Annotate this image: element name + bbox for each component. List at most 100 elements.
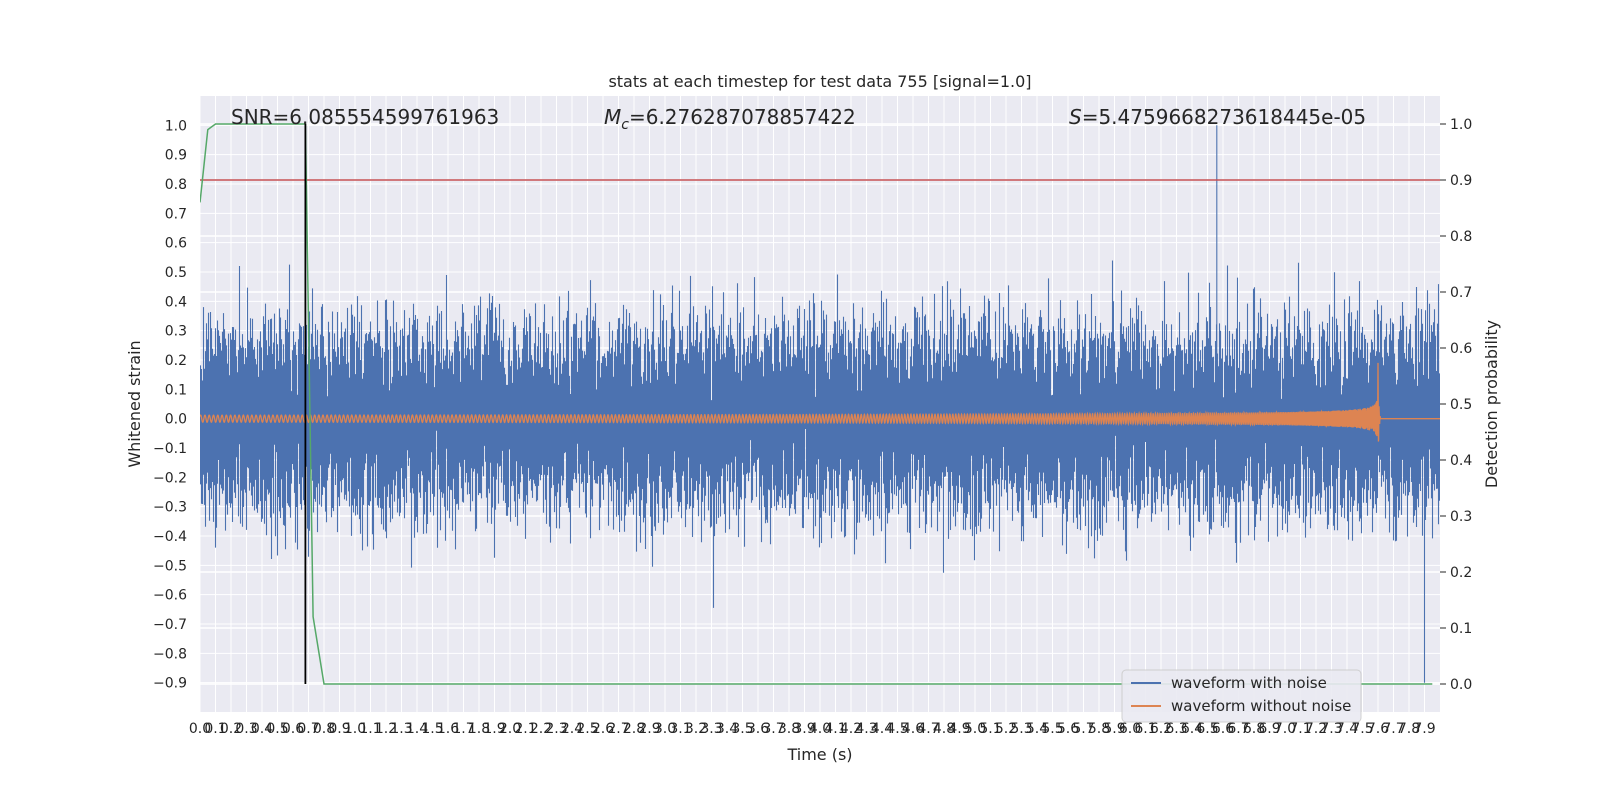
y2-axis-ticks: 1.0 0.9 0.8 0.7 0.6 0.5 0.4 0.3 0.2 0.1 0.0 [1440,117,1472,693]
x-tick-label: 0.9 [328,721,350,737]
x-tick-label: 6.7 [1227,721,1249,737]
x-tick-label: 2.4 [561,721,583,737]
y-tick-label: 1.0 [165,118,187,134]
mc-annotation: Mc=6.276287078857422 [604,105,856,133]
x-tick-label: 3.9 [793,721,815,737]
x-tick-label: 6.3 [1165,721,1187,737]
y-tick-label: −0.1 [153,441,187,457]
x-tick-label: 7.5 [1351,721,1373,737]
x-tick-label: 1.3 [390,721,412,737]
x-tick-label: 0.1 [204,721,226,737]
x-tick-label: 7.3 [1320,721,1342,737]
x-tick-label: 2.1 [514,721,536,737]
x-tick-label: 4.1 [824,721,846,737]
x-tick-label: 7.7 [1382,721,1404,737]
mc-subscript: c [621,117,629,133]
x-tick-label: 5.1 [979,721,1001,737]
x-axis-ticks: 0.00.10.20.30.40.50.60.70.80.91.01.11.21… [189,721,1436,737]
x-tick-label: 2.8 [623,721,645,737]
mc-value: =6.276287078857422 [629,105,856,129]
s-annotation: S=5.4759668273618445e-05 [1069,105,1366,129]
x-tick-label: 4.4 [871,721,893,737]
x-axis-title: Time (s) [786,745,852,764]
y-tick-label: −0.7 [153,617,187,633]
y-tick-label: 0.0 [165,412,187,428]
y-tick-label: −0.9 [153,676,187,692]
x-tick-label: 2.5 [576,721,598,737]
x-tick-label: 3.3 [700,721,722,737]
x-tick-label: 5.0 [964,721,986,737]
x-tick-label: 7.9 [1413,721,1435,737]
x-tick-label: 5.4 [1026,721,1048,737]
x-tick-label: 4.8 [933,721,955,737]
y-tick-label: −0.6 [153,588,187,604]
y2-tick-label: 0.7 [1450,285,1472,301]
x-tick-label: 1.4 [406,721,428,737]
y-tick-label: 0.4 [165,294,187,310]
x-tick-label: 5.6 [1057,721,1079,737]
x-tick-label: 0.8 [313,721,335,737]
mc-symbol: M [604,105,621,129]
x-tick-label: 5.3 [1010,721,1032,737]
y2-tick-label: 0.9 [1450,173,1472,189]
x-tick-label: 3.1 [669,721,691,737]
snr-annotation: SNR=6.085554599761963 [231,105,499,129]
x-tick-label: 2.9 [638,721,660,737]
x-tick-label: 7.4 [1336,721,1358,737]
x-tick-label: 6.4 [1181,721,1203,737]
y2-tick-label: 0.2 [1450,565,1472,581]
x-tick-label: 6.8 [1243,721,1265,737]
s-value: =5.4759668273618445e-05 [1082,105,1366,129]
plot-area [200,123,1440,685]
x-tick-label: 4.3 [855,721,877,737]
x-tick-label: 1.1 [359,721,381,737]
x-tick-label: 6.1 [1134,721,1156,737]
y-tick-label: 0.3 [165,324,187,340]
y-tick-label: −0.3 [153,500,187,516]
legend-box [1121,669,1362,723]
x-tick-label: 7.6 [1367,721,1389,737]
x-tick-label: 4.0 [809,721,831,737]
x-tick-label: 3.2 [685,721,707,737]
y2-tick-label: 0.0 [1450,677,1472,693]
y2-tick-label: 0.8 [1450,229,1472,245]
x-tick-label: 1.7 [452,721,474,737]
y2-tick-label: 1.0 [1450,117,1472,133]
x-tick-label: 1.2 [375,721,397,737]
y-tick-label: −0.4 [153,529,187,545]
x-tick-label: 0.0 [189,721,211,737]
x-tick-label: 4.2 [840,721,862,737]
x-tick-label: 4.9 [948,721,970,737]
y-tick-label: −0.8 [153,646,187,662]
chart-title: stats at each timestep for test data 755… [608,72,1031,91]
legend: waveform with noise waveform without noi… [1121,669,1362,723]
x-tick-label: 3.8 [778,721,800,737]
x-tick-label: 0.4 [251,721,273,737]
y2-tick-label: 0.6 [1450,341,1472,357]
x-tick-label: 0.6 [282,721,304,737]
y-tick-label: 0.1 [165,382,187,398]
x-tick-label: 3.5 [731,721,753,737]
x-tick-label: 3.6 [747,721,769,737]
x-tick-label: 1.8 [468,721,490,737]
x-tick-label: 6.2 [1150,721,1172,737]
y-tick-label: 0.9 [165,148,187,164]
x-tick-label: 0.5 [266,721,288,737]
x-tick-label: 4.7 [917,721,939,737]
x-tick-label: 5.5 [1041,721,1063,737]
x-tick-label: 5.8 [1088,721,1110,737]
y-tick-label: 0.2 [165,353,187,369]
y-tick-label: 0.8 [165,177,187,193]
y-tick-label: 0.6 [165,236,187,252]
x-tick-label: 6.6 [1212,721,1234,737]
y-tick-label: −0.2 [153,470,187,486]
y2-tick-label: 0.5 [1450,397,1472,413]
x-tick-label: 6.5 [1196,721,1218,737]
s-symbol: S [1069,105,1082,129]
x-tick-label: 5.9 [1103,721,1125,737]
y-axis-ticks: 1.0 0.9 0.8 0.7 0.6 0.5 0.4 0.3 0.2 0.1 0.0 −0.1 −0.… [153,118,187,691]
legend-label-no-noise: waveform without noise [1171,697,1351,715]
x-tick-label: 1.6 [437,721,459,737]
y-tick-label: 0.5 [165,265,187,281]
